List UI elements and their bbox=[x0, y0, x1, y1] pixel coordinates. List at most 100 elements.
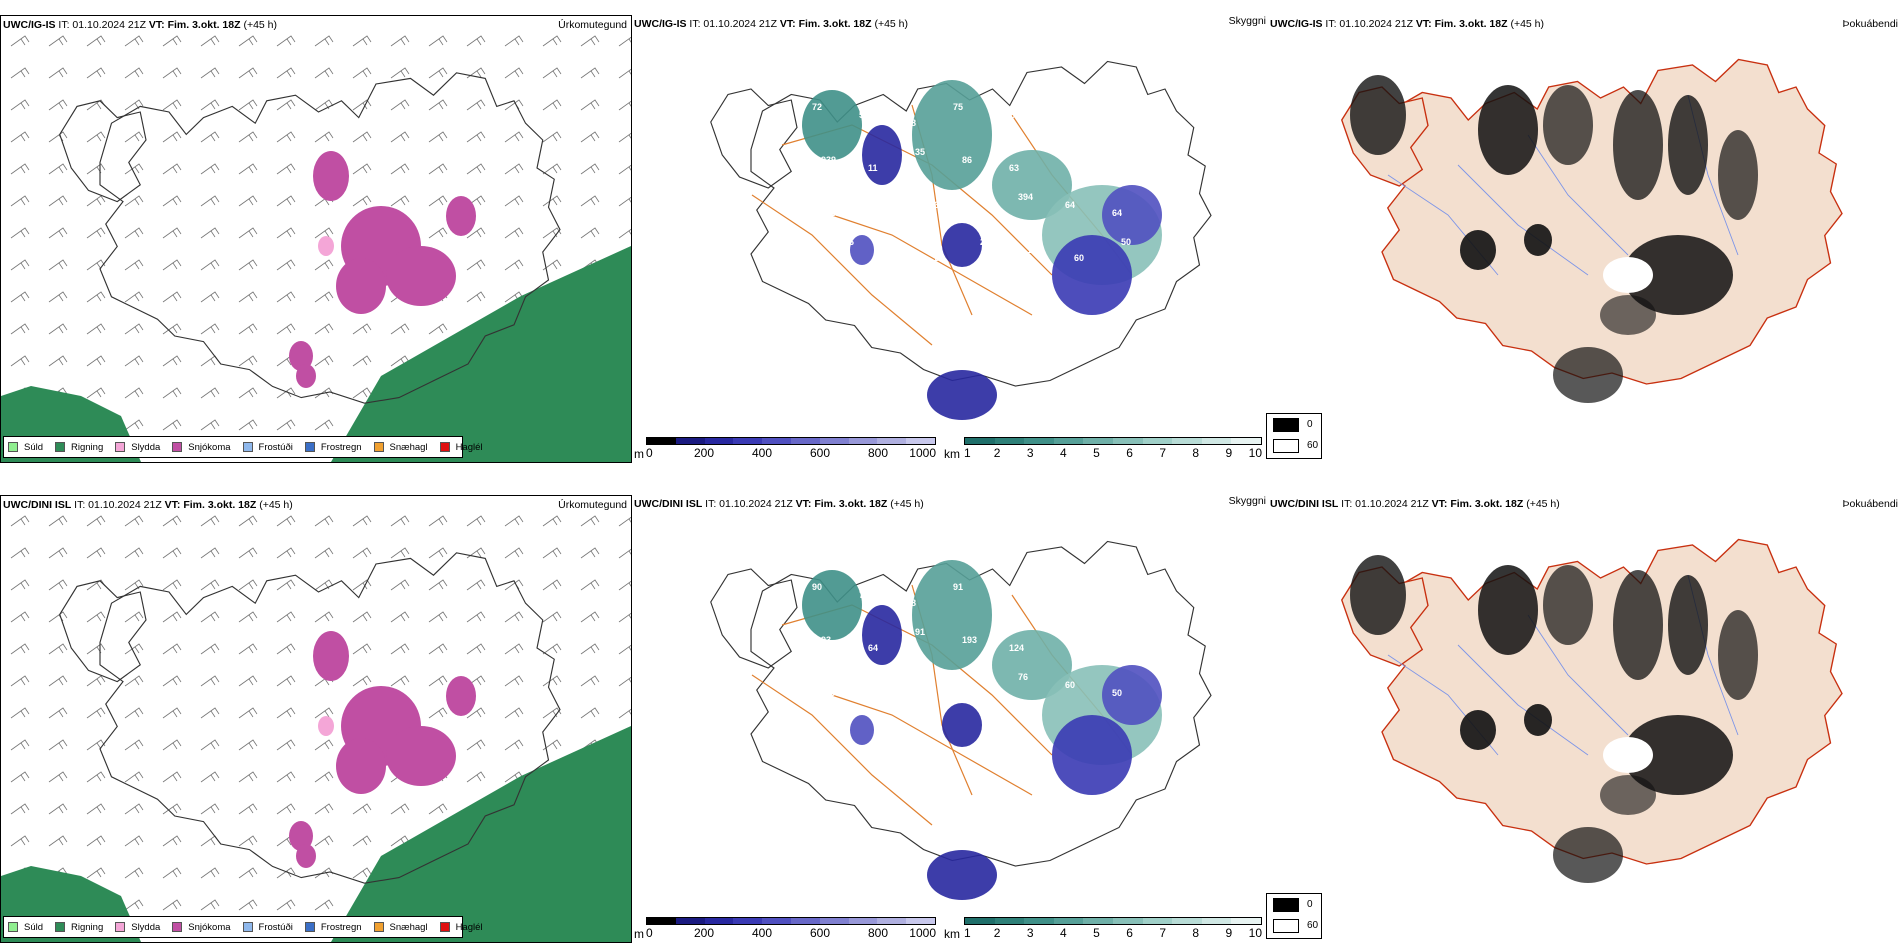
colorbar-swatch bbox=[762, 438, 791, 444]
valid-time: VT: Fim. 3.okt. 18Z bbox=[1431, 498, 1524, 510]
colorbar-swatch bbox=[1172, 438, 1202, 444]
colorbar-strip bbox=[646, 437, 936, 445]
colorbar-swatch bbox=[994, 918, 1025, 924]
init-time: IT: 01.10.2024 21Z bbox=[58, 19, 146, 31]
cloud-visibility-panel: 90 73 88 91 27 20 83 93 64 91 193 124 144 87 309 152 16 6… bbox=[632, 495, 1268, 943]
cloud-base-label: 57 bbox=[839, 717, 849, 727]
legend-label: Slydda bbox=[131, 921, 161, 933]
colorbar-swatch bbox=[848, 438, 878, 444]
colorbar-swatch bbox=[1201, 438, 1232, 444]
visibility-colorbar: km 1 2 3 4 5 6 7 8 9 10 bbox=[944, 437, 1262, 461]
colorbar-swatch bbox=[647, 438, 676, 444]
colorbar-swatch bbox=[647, 918, 676, 924]
cloud-base-label: 60 bbox=[1056, 147, 1066, 157]
colorbar-swatch bbox=[1142, 918, 1173, 924]
colorbar-tick: 400 bbox=[751, 446, 773, 460]
valid-time: VT: Fim. 3.okt. 18Z bbox=[779, 18, 872, 30]
legend-swatch bbox=[439, 922, 450, 932]
colorbar-swatch bbox=[906, 438, 935, 444]
colorbar-swatch bbox=[1083, 438, 1113, 444]
init-time: IT: 01.10.2024 21Z bbox=[1341, 498, 1429, 510]
cloud-map: 90 73 88 91 27 20 83 93 64 91 193 124 144 87 309 152 16 6… bbox=[710, 540, 1212, 900]
legend-item: Súld bbox=[8, 922, 43, 933]
cloud-visibility-panel: 72 58 88 75 108 65 99 939 11 35 86 63 60 94 156 282 106 2… bbox=[632, 15, 1268, 463]
legend-item: Frostregn bbox=[304, 921, 362, 933]
cloud-base-label: 83 bbox=[1094, 582, 1104, 592]
colorbar-swatch bbox=[965, 438, 995, 444]
legend-item: Haglél bbox=[439, 441, 483, 453]
legend-swatch bbox=[373, 922, 384, 932]
cloud-base-label: 13 bbox=[933, 253, 943, 263]
colorbar-tick: 9 bbox=[1225, 926, 1233, 940]
colorbar-swatch bbox=[704, 918, 734, 924]
colorbar-tick: 600 bbox=[809, 446, 831, 460]
legend-label: Haglél bbox=[455, 441, 483, 453]
cloud-base-label: 65 bbox=[1047, 118, 1057, 128]
cloud-base-label: 23 bbox=[980, 237, 990, 247]
colorbar-tick: 5 bbox=[1093, 446, 1100, 460]
fog-panel-header: UWC/DINI ISL IT: 01.10.2024 21Z VT: Fim.… bbox=[1270, 498, 1560, 510]
colorbar-tick: 8 bbox=[1192, 926, 1200, 940]
legend-item: Snæhagl bbox=[373, 441, 428, 453]
colorbar-tick: 600 bbox=[809, 926, 831, 940]
legend-swatch bbox=[373, 442, 384, 452]
valid-time: VT: Fim. 3.okt. 18Z bbox=[795, 498, 888, 510]
legend-item: Rigning bbox=[55, 922, 103, 933]
colorbar-swatch bbox=[733, 918, 763, 924]
colorbar-unit: m bbox=[634, 447, 644, 461]
colorbar-tick: 0 bbox=[646, 446, 653, 460]
cloud-base-label: 64 bbox=[1112, 208, 1122, 218]
legend-label: Frostúði bbox=[258, 921, 293, 933]
legend-label: Rigning bbox=[71, 441, 104, 453]
legend-label: Frostúði bbox=[258, 441, 293, 453]
legend-item: Frostúði bbox=[242, 441, 293, 453]
colorbar-swatch bbox=[675, 438, 705, 444]
cloud-base-label: 63 bbox=[1009, 163, 1019, 173]
precip-panel-title: Úrkomutegund bbox=[558, 19, 627, 31]
colorbar-tick: 3 bbox=[1026, 446, 1034, 460]
precip-type-panel: UWC/DINI ISL IT: 01.10.2024 21Z VT: Fim.… bbox=[0, 495, 632, 943]
legend-item: Snjókoma bbox=[172, 922, 231, 933]
colorbar-tick: 1000 bbox=[909, 446, 936, 460]
fog-panel: UWC/IG-IS IT: 01.10.2024 21Z VT: Fim. 3.… bbox=[1268, 15, 1900, 463]
cloud-base-label: 193 bbox=[962, 635, 977, 645]
init-time: IT: 01.10.2024 21Z bbox=[74, 499, 162, 511]
fog-map bbox=[1340, 58, 1843, 403]
precip-legend: Súld Rigning Slydda Snjókoma Frostúði Frostre… bbox=[3, 436, 483, 458]
cloud-base-label: 73 bbox=[859, 590, 869, 600]
cloud-base-label: 152 bbox=[877, 672, 892, 682]
colorbar-strip bbox=[964, 437, 1262, 445]
model-name: UWC/DINI ISL bbox=[1270, 498, 1339, 510]
cloud-base-label: 60 bbox=[1074, 253, 1084, 263]
cloud-base-label: 156 bbox=[839, 237, 854, 247]
model-name: UWC/IG-IS bbox=[634, 18, 687, 30]
colorbar-swatch bbox=[790, 438, 820, 444]
colorbar-tick: 800 bbox=[867, 926, 889, 940]
cloud-base-label: 106 bbox=[924, 200, 939, 210]
precip-map bbox=[1, 515, 631, 942]
colorbar-swatch bbox=[1053, 918, 1084, 924]
precip-type-panel: UWC/IG-IS IT: 01.10.2024 21Z VT: Fim. 3.… bbox=[0, 15, 632, 463]
cloud-base-label: 156 bbox=[830, 208, 845, 218]
cloud-base-label: 99 bbox=[1094, 102, 1104, 112]
legend-item: Slydda bbox=[115, 442, 160, 453]
legend-swatch bbox=[242, 442, 253, 452]
cloud-base-label: 50 bbox=[1112, 688, 1122, 698]
cloud-base-label: 11 bbox=[868, 163, 878, 173]
fog-legend-label: 0 bbox=[1307, 899, 1313, 910]
legend-swatch bbox=[242, 922, 253, 932]
legend-swatch bbox=[439, 442, 450, 452]
cloud-base-label: 394 bbox=[1018, 192, 1033, 202]
legend-swatch bbox=[304, 442, 315, 452]
colorbar-swatch bbox=[704, 438, 734, 444]
cloud-base-label: 939 bbox=[821, 155, 836, 165]
colorbar-tick: 4 bbox=[1059, 446, 1067, 460]
legend-item: Snjókoma bbox=[172, 442, 231, 453]
legend-label: Frostregn bbox=[320, 921, 362, 933]
legend-label: Snæhagl bbox=[389, 441, 428, 453]
colorbar-unit: m bbox=[634, 927, 644, 941]
fog-legend-swatch bbox=[1273, 439, 1299, 453]
colorbar-tick: 10 bbox=[1248, 446, 1262, 460]
fog-map bbox=[1340, 538, 1843, 883]
cloud-base-label: 27 bbox=[1000, 590, 1010, 600]
